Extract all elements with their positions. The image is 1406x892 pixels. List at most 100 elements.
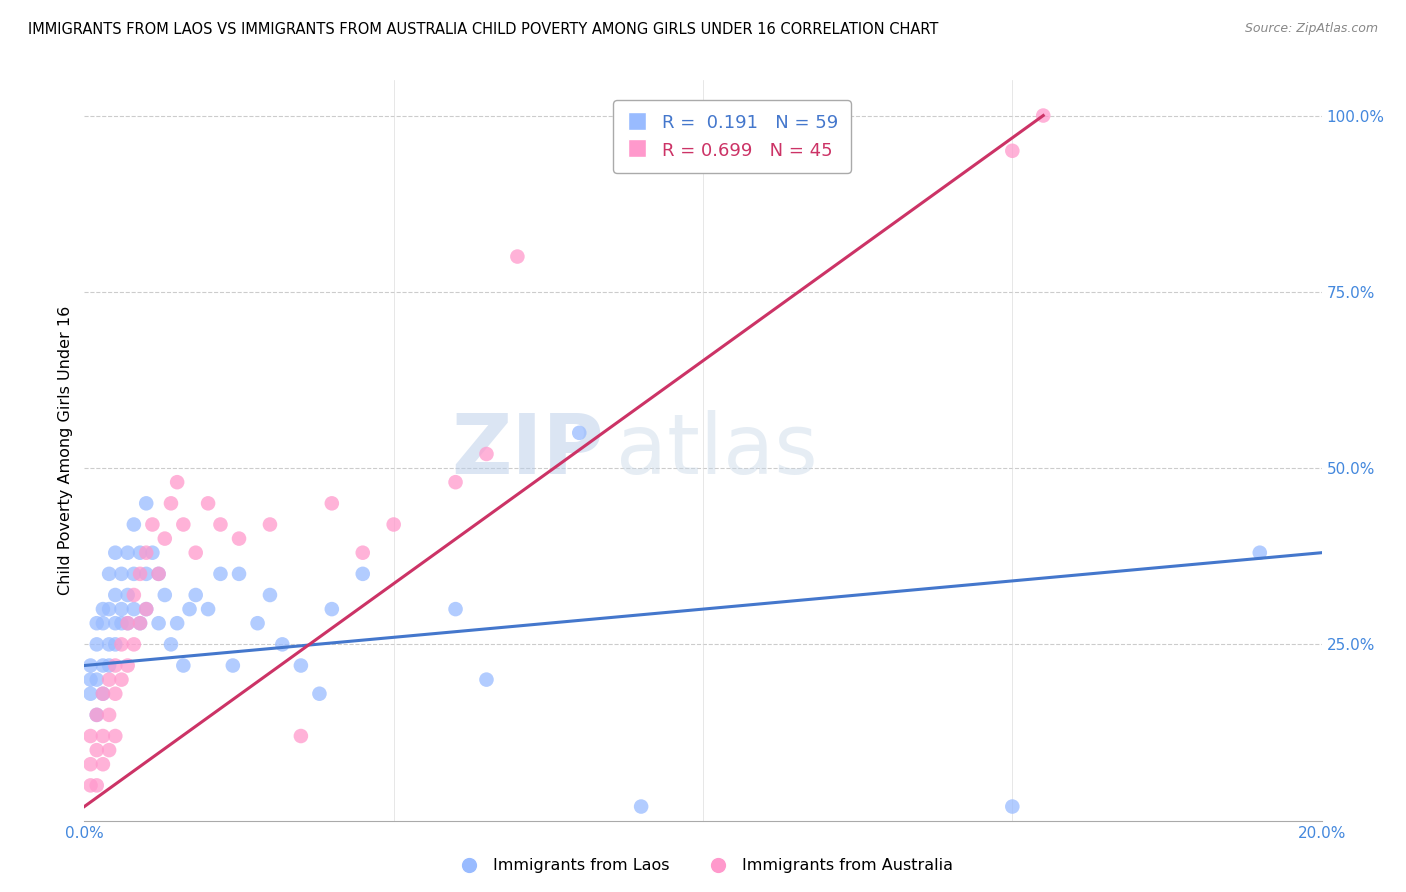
Point — [135, 496, 157, 510]
Point — [271, 637, 294, 651]
Point — [79, 778, 101, 792]
Point — [184, 546, 207, 560]
Point — [117, 588, 139, 602]
Legend: R =  0.191   N = 59, R = 0.699   N = 45: R = 0.191 N = 59, R = 0.699 N = 45 — [613, 101, 851, 172]
Point — [160, 637, 183, 651]
Point — [86, 616, 108, 631]
Point — [166, 475, 188, 490]
Point — [91, 658, 114, 673]
Point — [79, 729, 101, 743]
Point — [110, 637, 132, 651]
Point — [184, 588, 207, 602]
Point — [104, 616, 127, 631]
Point — [166, 616, 188, 631]
Point — [117, 616, 139, 631]
Text: Source: ZipAtlas.com: Source: ZipAtlas.com — [1244, 22, 1378, 36]
Point — [197, 496, 219, 510]
Point — [98, 658, 121, 673]
Point — [444, 602, 467, 616]
Point — [148, 616, 170, 631]
Text: atlas: atlas — [616, 410, 818, 491]
Point — [135, 602, 157, 616]
Point — [129, 616, 152, 631]
Point — [141, 517, 163, 532]
Point — [122, 566, 145, 581]
Point — [148, 566, 170, 581]
Point — [475, 673, 498, 687]
Point — [98, 707, 121, 722]
Point — [117, 658, 139, 673]
Point — [86, 673, 108, 687]
Point — [98, 566, 121, 581]
Point — [98, 602, 121, 616]
Point — [630, 799, 652, 814]
Point — [1249, 546, 1271, 560]
Point — [91, 687, 114, 701]
Point — [246, 616, 269, 631]
Point — [308, 687, 330, 701]
Point — [160, 496, 183, 510]
Point — [110, 616, 132, 631]
Y-axis label: Child Poverty Among Girls Under 16: Child Poverty Among Girls Under 16 — [58, 306, 73, 595]
Point — [135, 602, 157, 616]
Point — [153, 532, 176, 546]
Point — [98, 743, 121, 757]
Point — [104, 687, 127, 701]
Point — [86, 778, 108, 792]
Point — [1001, 144, 1024, 158]
Point — [91, 729, 114, 743]
Point — [209, 566, 232, 581]
Point — [352, 566, 374, 581]
Point — [86, 707, 108, 722]
Point — [110, 566, 132, 581]
Point — [352, 546, 374, 560]
Point — [122, 602, 145, 616]
Point — [321, 602, 343, 616]
Point — [104, 658, 127, 673]
Point — [259, 517, 281, 532]
Point — [209, 517, 232, 532]
Point — [91, 602, 114, 616]
Point — [79, 673, 101, 687]
Point — [98, 673, 121, 687]
Point — [444, 475, 467, 490]
Point — [104, 729, 127, 743]
Point — [79, 687, 101, 701]
Point — [153, 588, 176, 602]
Point — [135, 566, 157, 581]
Point — [197, 602, 219, 616]
Point — [135, 546, 157, 560]
Point — [141, 546, 163, 560]
Point — [222, 658, 245, 673]
Point — [91, 757, 114, 772]
Point — [129, 566, 152, 581]
Text: ZIP: ZIP — [451, 410, 605, 491]
Point — [79, 757, 101, 772]
Point — [172, 517, 194, 532]
Point — [122, 637, 145, 651]
Point — [86, 707, 108, 722]
Point — [86, 637, 108, 651]
Point — [382, 517, 405, 532]
Point — [506, 250, 529, 264]
Point — [172, 658, 194, 673]
Point — [228, 566, 250, 581]
Point — [117, 546, 139, 560]
Point — [129, 546, 152, 560]
Point — [1032, 109, 1054, 123]
Point — [104, 588, 127, 602]
Point — [259, 588, 281, 602]
Point — [122, 588, 145, 602]
Point — [290, 658, 312, 673]
Point — [148, 566, 170, 581]
Point — [79, 658, 101, 673]
Point — [321, 496, 343, 510]
Point — [228, 532, 250, 546]
Point — [86, 743, 108, 757]
Text: IMMIGRANTS FROM LAOS VS IMMIGRANTS FROM AUSTRALIA CHILD POVERTY AMONG GIRLS UNDE: IMMIGRANTS FROM LAOS VS IMMIGRANTS FROM … — [28, 22, 938, 37]
Point — [91, 616, 114, 631]
Point — [117, 616, 139, 631]
Point — [98, 637, 121, 651]
Point — [129, 616, 152, 631]
Point — [91, 687, 114, 701]
